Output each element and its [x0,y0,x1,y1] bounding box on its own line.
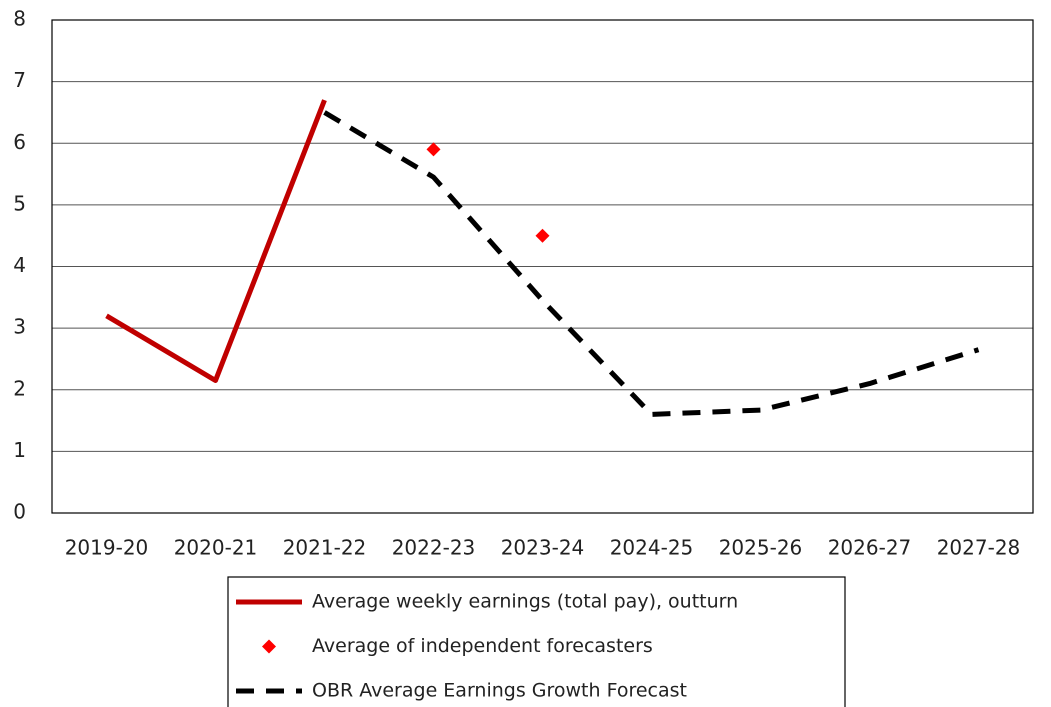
x-tick-label: 2019-20 [65,536,149,560]
marker [426,142,441,157]
legend-label: Average of independent forecasters [312,635,653,657]
legend-label: OBR Average Earnings Growth Forecast [312,680,687,702]
y-tick-label: 6 [13,130,26,154]
y-tick-label: 8 [13,7,26,31]
y-tick-label: 5 [13,191,26,215]
y-tick-label: 0 [13,500,26,524]
y-tick-label: 7 [13,68,26,92]
legend: Average weekly earnings (total pay), out… [227,576,846,707]
x-tick-label: 2020-21 [174,536,258,560]
x-tick-label: 2026-27 [828,536,912,560]
x-tick-label: 2022-23 [392,536,476,560]
marker [535,228,550,243]
y-tick-label: 2 [13,376,26,400]
legend-box [227,576,846,707]
x-tick-label: 2021-22 [283,536,367,560]
y-tick-label: 3 [13,315,26,339]
legend-marker [262,639,276,654]
plot-border [51,19,1034,514]
series-line [105,99,327,384]
x-tick-label: 2024-25 [610,536,694,560]
x-tick-label: 2027-28 [937,536,1021,560]
y-tick-label: 1 [13,438,26,462]
y-tick-label: 4 [13,253,26,277]
series-line [323,110,980,417]
x-tick-label: 2023-24 [501,536,585,560]
x-tick-label: 2025-26 [719,536,803,560]
legend-label: Average weekly earnings (total pay), out… [312,591,738,613]
